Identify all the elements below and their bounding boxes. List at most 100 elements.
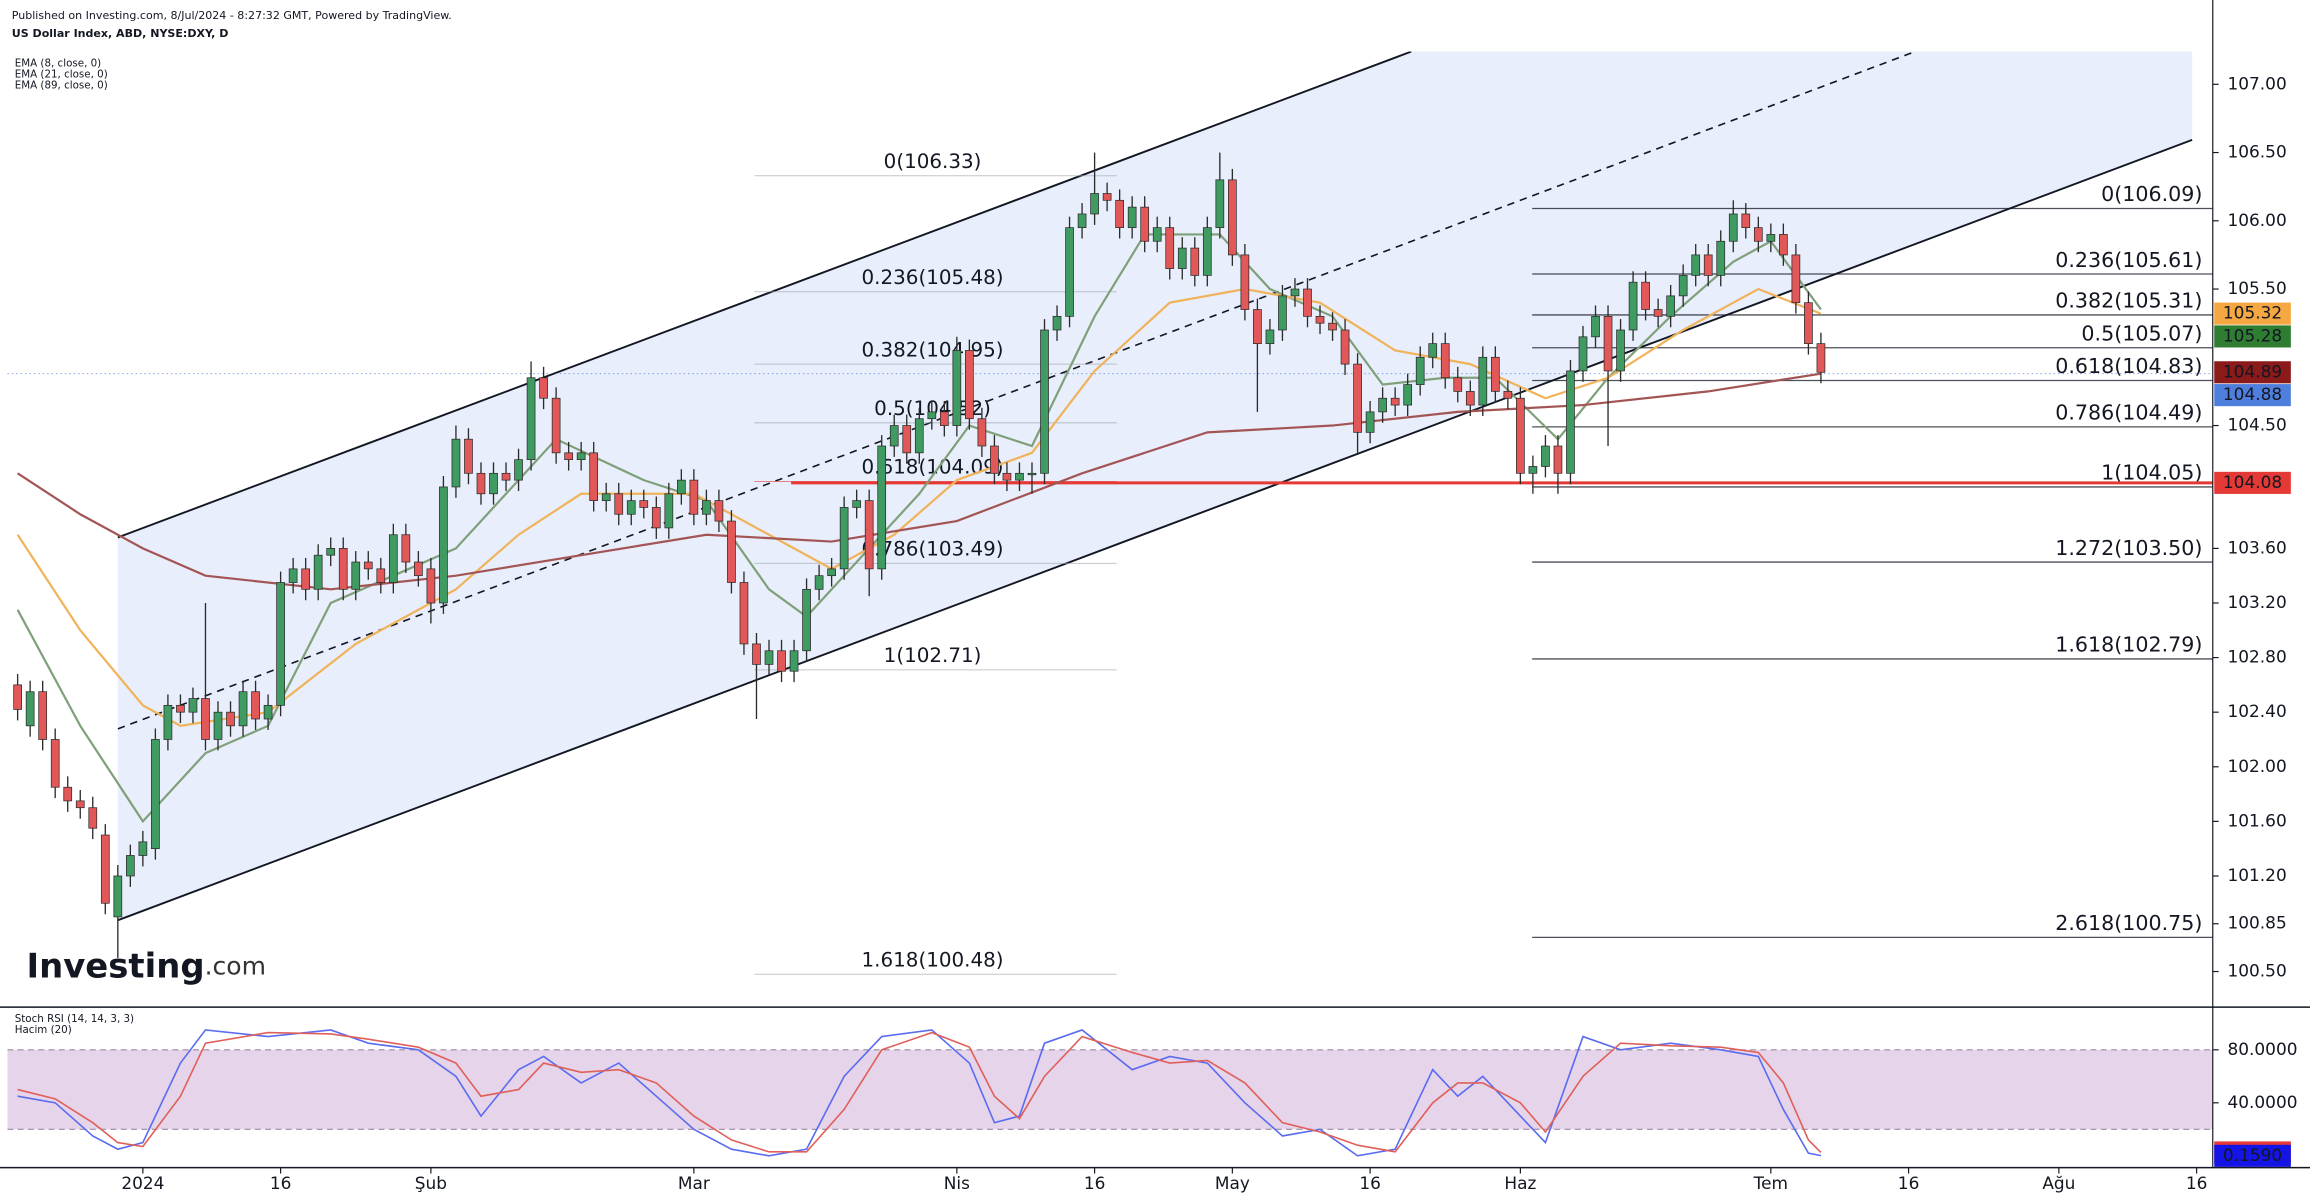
x-tick-label: 16 bbox=[2186, 1173, 2208, 1193]
candle-body bbox=[526, 377, 536, 461]
candle-body bbox=[301, 568, 311, 590]
channel-fill bbox=[117, 51, 2193, 921]
y-tick-label: 107.00 bbox=[2228, 73, 2287, 93]
candle-body bbox=[714, 500, 724, 522]
candle-body bbox=[38, 691, 48, 740]
candle-body bbox=[1328, 322, 1337, 331]
candle-body bbox=[1403, 384, 1413, 406]
candle-body bbox=[626, 500, 636, 515]
candle-body bbox=[977, 418, 987, 447]
y-tick-label: 100.50 bbox=[2228, 961, 2287, 981]
price-tag-label: 104.08 bbox=[2223, 472, 2282, 492]
candle-body bbox=[1190, 247, 1200, 276]
candle-body bbox=[476, 472, 486, 495]
candle-body bbox=[664, 493, 674, 529]
ema-legend: EMA (89, close, 0) bbox=[15, 79, 108, 91]
channel-mid bbox=[117, 51, 1916, 730]
price-tag bbox=[2214, 302, 2291, 325]
price-tag bbox=[2214, 384, 2291, 407]
logo: Investing.com bbox=[27, 946, 266, 985]
fib-label: 0(106.33) bbox=[884, 150, 982, 173]
candle-body bbox=[1616, 329, 1625, 372]
drawings bbox=[117, 51, 2193, 922]
overlay-labels: 107.00 106.50 106.00 105.50 104.50 103.60 103.… bbox=[15, 57, 2298, 1192]
candle-body bbox=[501, 472, 511, 481]
y-tick-label: 80.0000 bbox=[2228, 1039, 2298, 1059]
y-tick-label: 106.50 bbox=[2228, 142, 2287, 162]
candle-body bbox=[1528, 466, 1538, 474]
candle-body bbox=[1015, 472, 1024, 481]
candle-body bbox=[25, 691, 35, 727]
candle-body bbox=[1816, 343, 1826, 373]
fib-label: 0.382(104.95) bbox=[862, 338, 1004, 361]
candle-body bbox=[839, 507, 849, 570]
candle-body bbox=[877, 445, 887, 570]
candle-body bbox=[1741, 213, 1751, 228]
candle-body bbox=[802, 588, 811, 652]
candle-body bbox=[1716, 240, 1726, 276]
y-tick-label: 102.80 bbox=[2228, 647, 2287, 667]
price-tag-label: 104.88 bbox=[2223, 384, 2282, 404]
stoch-title: Stoch RSI (14, 14, 3, 3) bbox=[15, 1013, 134, 1025]
candle-body bbox=[589, 452, 599, 501]
candle-body bbox=[238, 691, 248, 727]
candle-body bbox=[789, 650, 799, 672]
candle-body bbox=[163, 704, 173, 740]
fib-label: 1(104.05) bbox=[2101, 461, 2202, 485]
y-tick-label: 102.00 bbox=[2228, 756, 2287, 776]
candle-body bbox=[1653, 309, 1663, 317]
candle-body bbox=[727, 520, 736, 583]
candle-body bbox=[338, 548, 348, 590]
candle-body bbox=[902, 425, 912, 454]
candle-body bbox=[125, 855, 135, 877]
channel-upper bbox=[117, 51, 1412, 539]
candle-body bbox=[251, 691, 260, 720]
candle-body bbox=[852, 500, 862, 508]
candle-body bbox=[451, 438, 461, 488]
candle-body bbox=[1628, 281, 1638, 331]
candle-body bbox=[1140, 206, 1150, 242]
value-tag-label: 0.1590 bbox=[2223, 1145, 2282, 1165]
x-tick-label: 16 bbox=[1084, 1173, 1106, 1193]
candle-body bbox=[539, 377, 548, 399]
candle-body bbox=[1578, 336, 1588, 372]
symbol-title: US Dollar Index, ABD, NYSE:DXY, D bbox=[12, 27, 229, 40]
candle-body bbox=[827, 568, 836, 577]
x-tick-label: 2024 bbox=[121, 1173, 164, 1193]
candle-body bbox=[288, 568, 298, 583]
candle-body bbox=[1278, 295, 1287, 331]
candle-body bbox=[1753, 227, 1763, 242]
x-tick-label: Nis bbox=[944, 1173, 970, 1193]
candle-body bbox=[1253, 309, 1262, 345]
candle-body bbox=[1090, 193, 1099, 215]
candle-body bbox=[188, 698, 198, 713]
candle-body bbox=[1077, 213, 1087, 228]
channel-lower bbox=[117, 138, 2193, 922]
candle-body bbox=[1804, 302, 1813, 345]
candle-body bbox=[1541, 445, 1550, 467]
fib-label: 0.236(105.61) bbox=[2055, 248, 2202, 272]
candle-body bbox=[1228, 179, 1237, 256]
candle-body bbox=[75, 800, 85, 809]
candle-body bbox=[1791, 254, 1801, 304]
fib-label: 1.272(103.50) bbox=[2055, 536, 2202, 560]
y-tick-label: 103.20 bbox=[2228, 592, 2287, 612]
candle-body bbox=[1315, 315, 1325, 324]
candle-body bbox=[1440, 343, 1450, 379]
fib-label: 1.618(100.48) bbox=[862, 949, 1004, 972]
candle-body bbox=[388, 534, 398, 583]
candle-body bbox=[376, 568, 386, 583]
candle-body bbox=[1465, 391, 1475, 406]
fib-label: 0.618(104.83) bbox=[2055, 354, 2202, 378]
y-tick-label: 104.50 bbox=[2228, 415, 2287, 435]
y-tick-label: 40.0000 bbox=[2228, 1092, 2298, 1112]
y-tick-label: 100.85 bbox=[2228, 913, 2287, 933]
stoch-plot bbox=[7, 1029, 2213, 1157]
candle-body bbox=[1728, 213, 1738, 242]
fib-label: 0.786(103.49) bbox=[862, 538, 1004, 561]
price-tag-label: 104.89 bbox=[2223, 361, 2282, 381]
candle-body bbox=[1040, 329, 1049, 474]
candle-body bbox=[176, 704, 185, 713]
candle-body bbox=[113, 875, 123, 918]
candle-body bbox=[226, 711, 235, 727]
